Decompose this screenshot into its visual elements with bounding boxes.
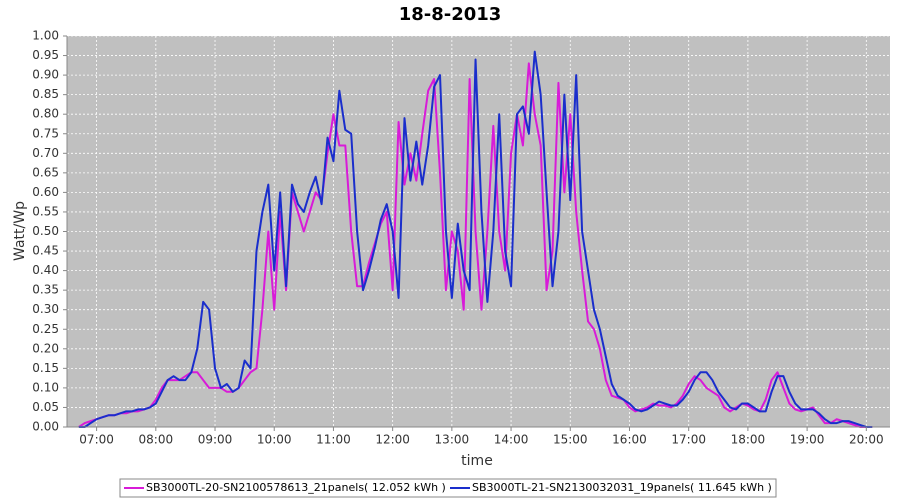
y-tick-label: 0.25 [32, 322, 59, 336]
x-tick-label: 17:00 [671, 433, 706, 447]
y-tick-label: 1.00 [32, 29, 59, 43]
grid [67, 35, 890, 428]
y-tick-label: 0.75 [32, 126, 59, 140]
series-line [78, 50, 873, 428]
y-tick-label: 0.90 [32, 68, 59, 82]
y-tick-label: 0.55 [32, 204, 59, 218]
x-tick-label: 09:00 [198, 433, 233, 447]
legend-label: SB3000TL-21-SN2130032031_19panels( 11.64… [472, 481, 772, 494]
y-tick-label: 0.60 [32, 185, 59, 199]
x-tick-label: 13:00 [435, 433, 470, 447]
legend-label: SB3000TL-20-SN2100578613_21panels( 12.05… [146, 481, 446, 494]
y-tick-label: 0.45 [32, 244, 59, 258]
y-tick-label: 0.65 [32, 165, 59, 179]
x-tick-label: 20:00 [849, 433, 884, 447]
x-tick-label: 10:00 [257, 433, 292, 447]
y-tick-label: 0.05 [32, 400, 59, 414]
y-axis-label: Watt/Wp [12, 201, 28, 261]
x-tick-label: 14:00 [494, 433, 529, 447]
lines [78, 50, 873, 428]
x-tick-label: 12:00 [375, 433, 410, 447]
y-tick-label: 0.85 [32, 87, 59, 101]
y-tick-label: 0.20 [32, 341, 59, 355]
x-tick-label: 18:00 [731, 433, 766, 447]
y-tick-label: 0.10 [32, 380, 59, 394]
x-tick-label: 11:00 [316, 433, 351, 447]
x-tick-label: 15:00 [553, 433, 588, 447]
y-tick-label: 0.70 [32, 146, 59, 160]
x-axis-label: time [461, 453, 493, 469]
y-tick-label: 0.50 [32, 224, 59, 238]
y-tick-label: 0.80 [32, 107, 59, 121]
y-tick-label: 0.30 [32, 302, 59, 316]
y-tick-label: 0.40 [32, 263, 59, 277]
x-tick-label: 16:00 [612, 433, 647, 447]
x-tick-label: 19:00 [790, 433, 825, 447]
y-tick-label: 0.35 [32, 283, 59, 297]
x-tick-label: 08:00 [139, 433, 174, 447]
plot-area [67, 36, 890, 427]
y-tick-label: 0.95 [32, 48, 59, 62]
y-tick-label: 0.00 [32, 420, 59, 434]
chart-title: 18-8-2013 [399, 4, 502, 25]
y-tick-label: 0.15 [32, 361, 59, 375]
x-tick-label: 07:00 [79, 433, 114, 447]
legend-box [119, 478, 777, 498]
